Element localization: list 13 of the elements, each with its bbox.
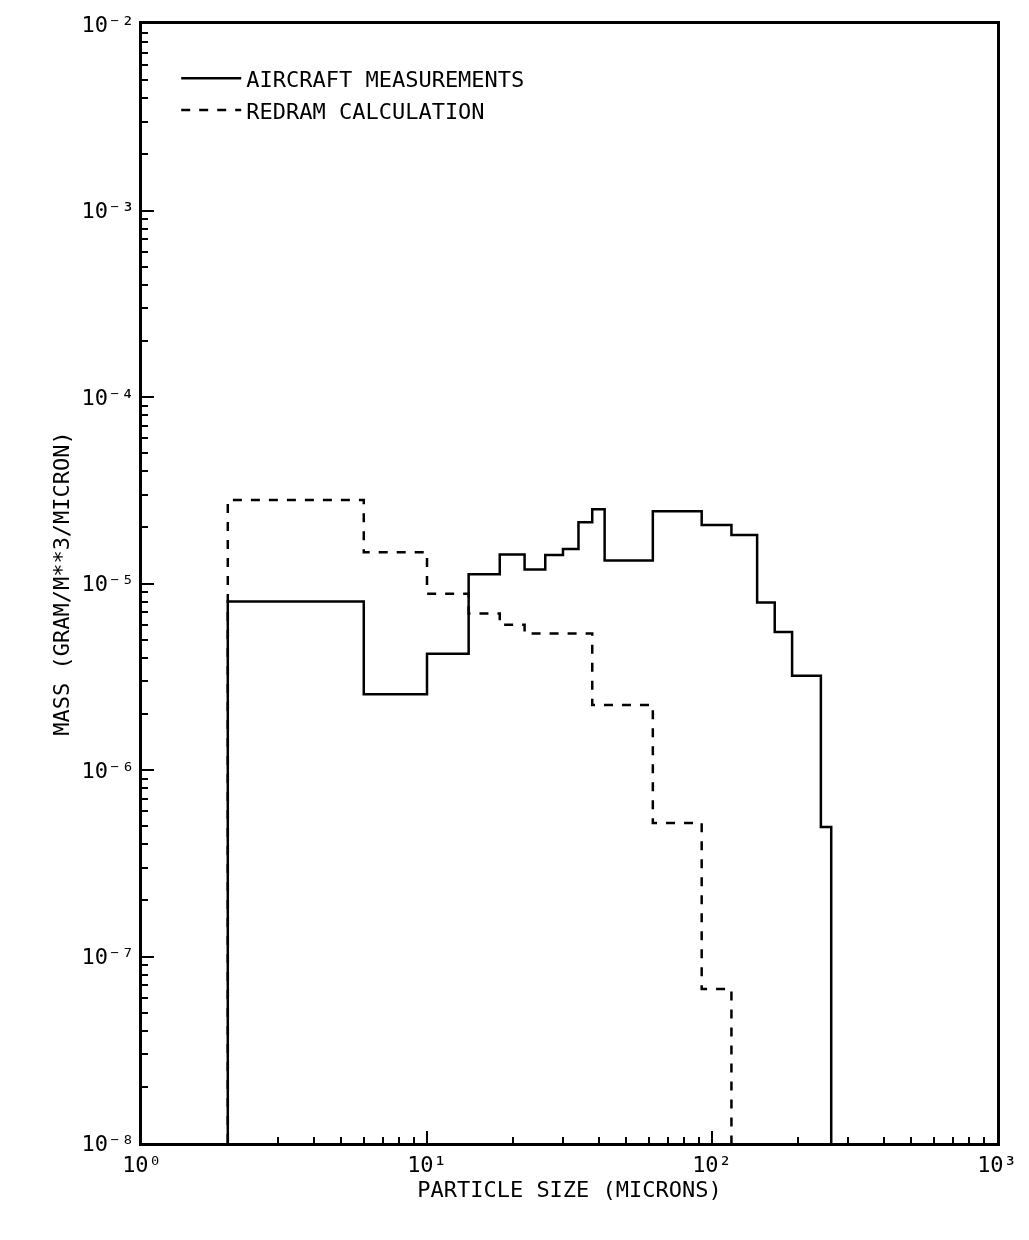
y-tick-label: 10⁻³ [81, 198, 135, 224]
x-tick-label: 10² [692, 1152, 732, 1178]
y-tick-label: 10⁻⁴ [81, 384, 135, 410]
legend-label: REDRAM CALCULATION [246, 98, 485, 124]
x-tick-label: 10³ [977, 1152, 1017, 1178]
x-axis-title: PARTICLE SIZE (MICRONS) [417, 1177, 722, 1203]
y-tick-label: 10⁻⁵ [81, 571, 135, 597]
y-axis-title: MASS (GRAM/M**3/MICRON) [49, 431, 75, 736]
y-tick-label: 10⁻² [81, 11, 135, 37]
y-tick-label: 10⁻⁶ [81, 757, 135, 783]
y-tick-label: 10⁻⁷ [81, 944, 135, 970]
legend-label: AIRCRAFT MEASUREMENTS [246, 66, 525, 92]
x-tick-label: 10¹ [407, 1152, 447, 1178]
